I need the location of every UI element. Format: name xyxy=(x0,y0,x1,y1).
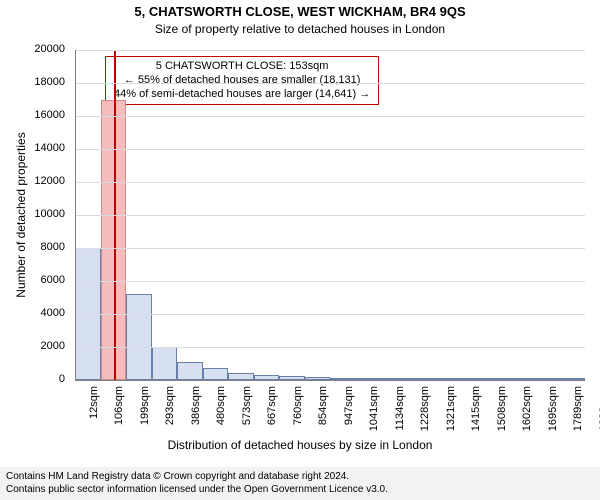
grid-line xyxy=(75,281,585,282)
ytick-label: 14000 xyxy=(0,142,65,154)
xtick-label: 386sqm xyxy=(190,386,202,436)
xtick-label: 1228sqm xyxy=(419,386,431,436)
grid-line xyxy=(75,50,585,51)
xtick-label: 1321sqm xyxy=(445,386,457,436)
xtick-label: 1415sqm xyxy=(470,386,482,436)
footer-line-1: Contains public sector information licen… xyxy=(6,484,594,497)
ytick-label: 0 xyxy=(0,373,65,385)
ytick-label: 8000 xyxy=(0,241,65,253)
bar xyxy=(177,362,203,380)
xtick-label: 854sqm xyxy=(317,386,329,436)
xtick-label: 1789sqm xyxy=(572,386,584,436)
xaxis-label: Distribution of detached houses by size … xyxy=(0,438,600,452)
xtick-label: 199sqm xyxy=(139,386,151,436)
bar xyxy=(203,368,229,380)
chart-container: 5, CHATSWORTH CLOSE, WEST WICKHAM, BR4 9… xyxy=(0,0,600,500)
xtick-label: 1695sqm xyxy=(547,386,559,436)
chart-title: 5, CHATSWORTH CLOSE, WEST WICKHAM, BR4 9… xyxy=(0,4,600,19)
grid-line xyxy=(75,347,585,348)
xtick-label: 1508sqm xyxy=(496,386,508,436)
xtick-label: 12sqm xyxy=(88,386,100,436)
bar xyxy=(152,347,178,380)
footer-line-0: Contains HM Land Registry data © Crown c… xyxy=(6,471,594,484)
xtick-label: 947sqm xyxy=(343,386,355,436)
bar xyxy=(126,294,152,380)
grid-line xyxy=(75,83,585,84)
grid-line xyxy=(75,149,585,150)
grid-line xyxy=(75,182,585,183)
xtick-label: 1134sqm xyxy=(394,386,406,436)
xtick-label: 573sqm xyxy=(241,386,253,436)
xtick-label: 760sqm xyxy=(292,386,304,436)
axis-line-left xyxy=(75,50,76,380)
ytick-label: 16000 xyxy=(0,109,65,121)
xtick-label: 1602sqm xyxy=(521,386,533,436)
chart-subtitle: Size of property relative to detached ho… xyxy=(0,22,600,36)
ytick-label: 10000 xyxy=(0,208,65,220)
grid-line xyxy=(75,215,585,216)
xtick-label: 106sqm xyxy=(113,386,125,436)
xtick-label: 293sqm xyxy=(164,386,176,436)
grid-line xyxy=(75,248,585,249)
xtick-label: 480sqm xyxy=(215,386,227,436)
axis-line-bottom xyxy=(75,380,585,381)
ytick-label: 2000 xyxy=(0,340,65,352)
ytick-label: 12000 xyxy=(0,175,65,187)
grid-line xyxy=(75,314,585,315)
bar xyxy=(228,373,254,380)
footer: Contains HM Land Registry data © Crown c… xyxy=(0,467,600,500)
ytick-label: 6000 xyxy=(0,274,65,286)
xtick-label: 1041sqm xyxy=(368,386,380,436)
grid-line xyxy=(75,116,585,117)
ytick-label: 18000 xyxy=(0,76,65,88)
xtick-label: 667sqm xyxy=(266,386,278,436)
ytick-label: 4000 xyxy=(0,307,65,319)
ytick-label: 20000 xyxy=(0,43,65,55)
